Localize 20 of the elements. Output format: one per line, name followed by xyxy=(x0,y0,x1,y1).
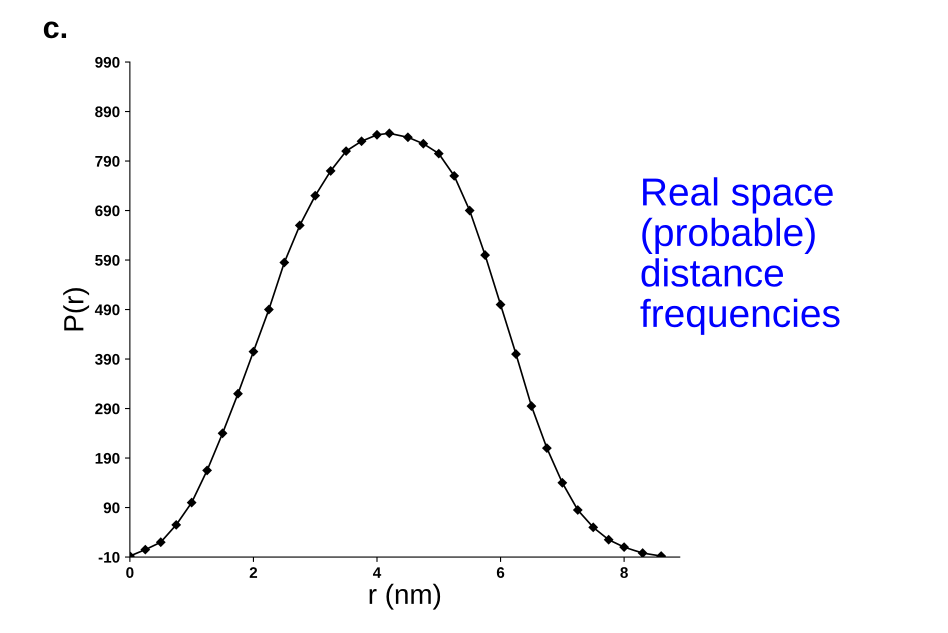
y-tick-label: 90 xyxy=(104,502,120,514)
x-tick-label: 4 xyxy=(372,567,382,578)
y-tick-label: 790 xyxy=(95,156,120,167)
text: c. xyxy=(44,22,66,38)
y-tick-label: 590 xyxy=(95,254,120,266)
y-tick-label: 890 xyxy=(95,106,120,118)
x-tick-label: 6 xyxy=(496,567,504,578)
x-axis-title: r (nm) xyxy=(370,584,440,610)
x-tick-label: 2 xyxy=(250,567,258,578)
y-tick-label: 990 xyxy=(95,56,120,68)
x-tick-label: 0 xyxy=(126,567,134,578)
y-tick-label: -10 xyxy=(98,552,120,563)
y-tick-label: 290 xyxy=(95,403,120,414)
y-tick-label: 190 xyxy=(96,452,120,464)
y-axis-title: P(r) xyxy=(63,288,90,330)
x-tick-label: 8 xyxy=(620,567,628,578)
y-tick-label: 390 xyxy=(95,354,120,365)
y-tick-label: 690 xyxy=(95,205,120,216)
y-tick-label: 490 xyxy=(94,304,120,316)
annotation: Real space (probable) distance frequencies xyxy=(640,177,840,335)
